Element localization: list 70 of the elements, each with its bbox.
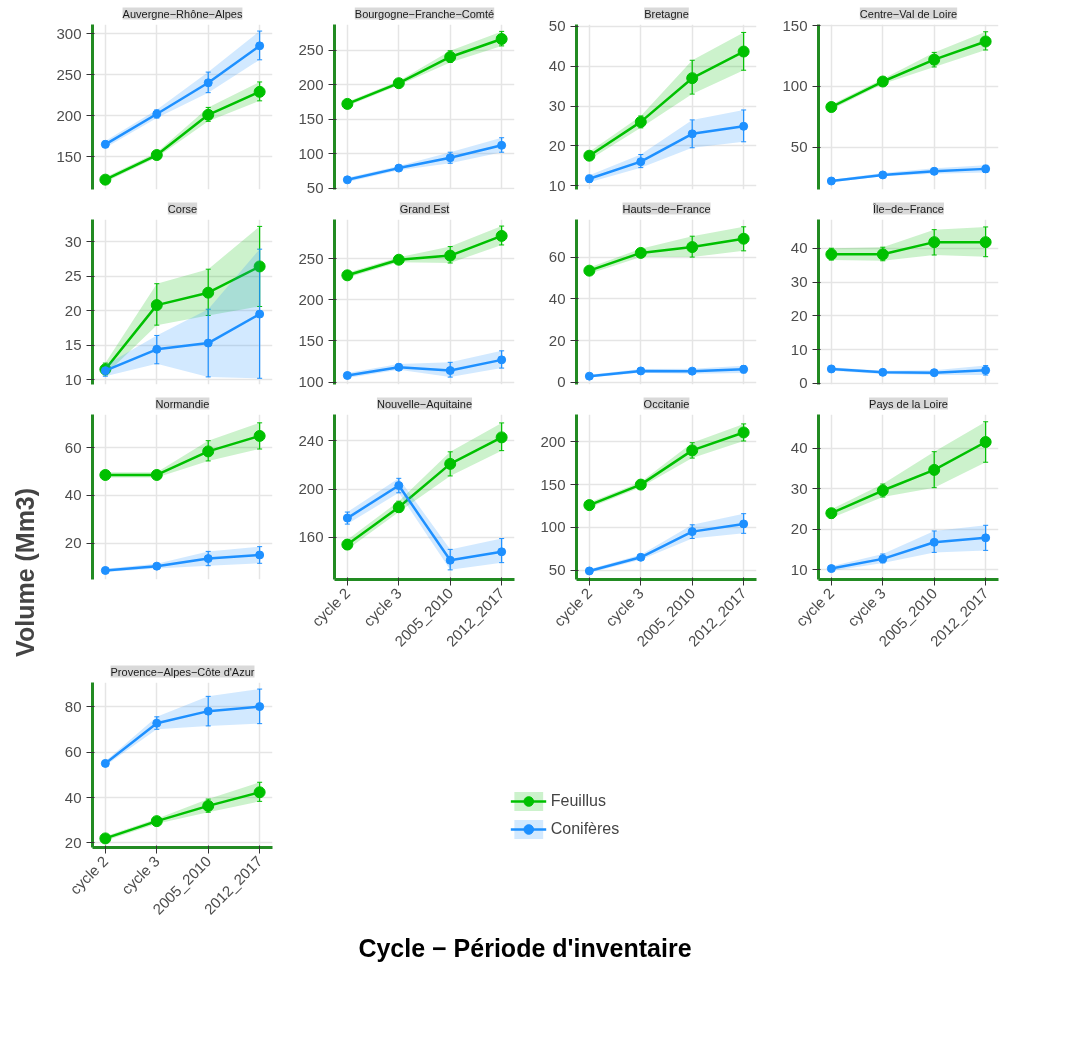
y-tick-label: 40 <box>548 57 566 75</box>
chart-title: Nouvelle−Aquitaine <box>376 397 473 410</box>
chart-title: Grand Est <box>399 202 450 215</box>
y-tick-label: 150 <box>298 110 324 128</box>
y-tick-label: 20 <box>790 520 808 538</box>
y-tick-label: 150 <box>298 331 324 349</box>
y-tick-label: 200 <box>540 432 566 450</box>
y-tick-label: 30 <box>790 479 808 497</box>
y-tick-label: 40 <box>548 289 566 307</box>
chart-title: Auvergne−Rhône−Alpes <box>122 7 243 20</box>
y-tick-label: 40 <box>790 439 808 457</box>
y-tick-label: 40 <box>64 788 82 806</box>
y-tick-label: 160 <box>298 528 324 546</box>
y-tick-label: 60 <box>64 438 82 456</box>
y-tick-label: 20 <box>790 306 808 324</box>
y-tick-label: 200 <box>298 480 324 498</box>
y-tick-label: 20 <box>548 136 566 154</box>
y-tick-label: 250 <box>56 65 82 83</box>
y-tick-label: 150 <box>540 475 566 493</box>
y-tick-label: 100 <box>782 77 808 95</box>
y-tick-label: 50 <box>548 561 566 579</box>
y-tick-label: 150 <box>56 147 82 165</box>
y-tick-label: 300 <box>56 24 82 42</box>
legend-label: Conifères <box>550 820 620 838</box>
y-tick-label: 30 <box>790 273 808 291</box>
chart-title: Île−de−France <box>872 202 944 215</box>
y-tick-label: 80 <box>64 697 82 715</box>
chart-title: Occitanie <box>643 397 690 410</box>
y-tick-label: 150 <box>782 16 808 34</box>
y-tick-label: 50 <box>548 17 566 35</box>
chart-title: Provence−Alpes−Côte d'Azur <box>110 665 255 678</box>
x-axis-title: Cycle − Période d'inventaire <box>358 933 692 964</box>
y-tick-label: 250 <box>298 41 324 59</box>
y-tick-label: 0 <box>799 374 808 392</box>
y-tick-label: 50 <box>790 138 808 156</box>
y-tick-label: 240 <box>298 432 324 449</box>
y-tick-label: 100 <box>540 518 566 536</box>
chart-title: Bretagne <box>644 7 689 20</box>
y-tick-label: 20 <box>64 833 82 851</box>
y-tick-label: 30 <box>64 232 82 250</box>
legend-label: Feuillus <box>550 792 606 810</box>
y-tick-label: 200 <box>298 75 324 93</box>
y-tick-label: 10 <box>64 370 82 388</box>
y-tick-label: 10 <box>548 176 566 194</box>
chart-title: Pays de la Loire <box>869 397 948 410</box>
y-tick-label: 20 <box>64 301 82 319</box>
y-tick-label: 100 <box>298 144 324 162</box>
y-tick-label: 20 <box>64 534 82 552</box>
y-tick-label: 10 <box>790 560 808 578</box>
y-tick-label: 200 <box>298 290 324 308</box>
y-tick-label: 15 <box>64 336 82 354</box>
y-tick-label: 100 <box>298 373 324 391</box>
chart-title: Corse <box>167 202 198 215</box>
chart-title: Hauts−de−France <box>622 202 711 215</box>
y-tick-label: 30 <box>548 97 566 115</box>
chart-title: Bourgogne−Franche−Comté <box>354 7 495 20</box>
chart-title: Normandie <box>155 397 210 410</box>
y-tick-label: 40 <box>790 239 808 257</box>
y-tick-label: 10 <box>790 340 808 358</box>
y-tick-label: 200 <box>56 106 82 124</box>
y-tick-label: 20 <box>548 331 566 349</box>
y-tick-label: 250 <box>298 249 324 267</box>
y-tick-label: 0 <box>557 373 566 391</box>
y-tick-label: 60 <box>548 248 566 266</box>
y-tick-label: 60 <box>64 743 82 761</box>
y-tick-label: 50 <box>306 179 324 197</box>
chart-title: Centre−Val de Loire <box>859 7 958 20</box>
y-tick-label: 40 <box>64 486 82 504</box>
y-tick-label: 25 <box>64 267 82 285</box>
y-axis-title: Volume (Mm3) <box>10 487 39 657</box>
